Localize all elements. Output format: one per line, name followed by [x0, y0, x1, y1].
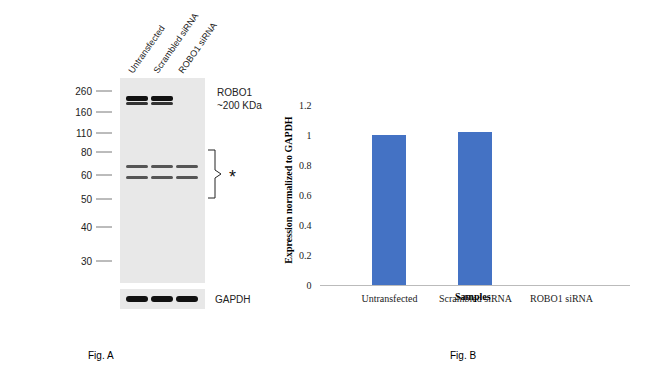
svg-text:0.4: 0.4: [299, 220, 312, 231]
svg-text:0.8: 0.8: [299, 160, 312, 171]
svg-text:Untransfected: Untransfected: [361, 293, 417, 304]
svg-text:GAPDH: GAPDH: [215, 294, 251, 305]
svg-text:80: 80: [81, 147, 93, 158]
svg-text:1.2: 1.2: [299, 100, 312, 111]
svg-text:110: 110: [76, 128, 92, 139]
svg-text:0.2: 0.2: [299, 250, 312, 261]
svg-text:160: 160: [75, 107, 92, 118]
svg-text:Scrambled siRNA: Scrambled siRNA: [151, 11, 200, 75]
svg-text:30: 30: [81, 256, 93, 267]
svg-text:0.6: 0.6: [299, 190, 312, 201]
svg-text:1: 1: [307, 130, 312, 141]
svg-text:ROBO1 siRNA: ROBO1 siRNA: [530, 293, 594, 304]
svg-text:40: 40: [81, 222, 93, 233]
svg-text:0: 0: [307, 280, 312, 291]
svg-text:ROBO1 siRNA: ROBO1 siRNA: [176, 21, 218, 75]
svg-text:~200 KDa: ~200 KDa: [217, 100, 262, 111]
svg-text:50: 50: [81, 194, 93, 205]
svg-text:260: 260: [75, 86, 92, 97]
svg-text:*: *: [229, 167, 236, 187]
svg-text:60: 60: [81, 170, 93, 181]
svg-text:ROBO1: ROBO1: [217, 87, 252, 98]
